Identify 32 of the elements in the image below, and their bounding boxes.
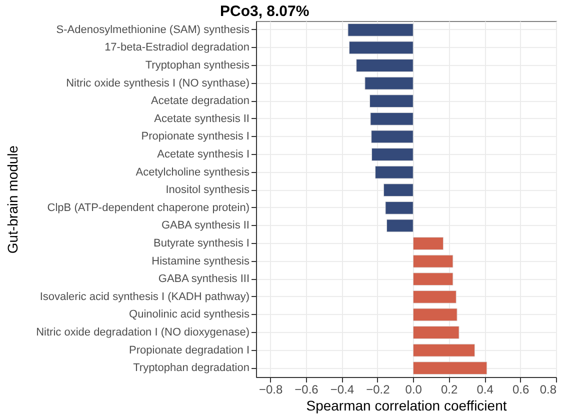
y-tick-label: GABA synthesis II	[161, 220, 250, 232]
x-tick-label: −0.2	[366, 382, 390, 396]
y-tick-label: Isovaleric acid synthesis I (KADH pathway)	[40, 290, 250, 303]
y-tick-label: ClpB (ATP-dependent chaperone protein)	[47, 202, 250, 214]
x-tick-label: 0.4	[476, 382, 494, 396]
x-tick-label: −0.8	[258, 382, 283, 396]
y-tick-label: Quinolinic acid synthesis	[129, 308, 250, 321]
x-tick-label: 0.6	[512, 382, 530, 396]
y-tick-label: Acetate synthesis I	[157, 148, 250, 160]
x-tick-label: 0.2	[441, 382, 458, 396]
y-tick-label: Acetate synthesis II	[154, 112, 250, 125]
x-tick-label: −0.6	[294, 382, 319, 396]
y-tick-label: Acetate degradation	[151, 95, 250, 108]
x-tick-label: 0.8	[540, 382, 557, 396]
y-tick-label: Propionate synthesis I	[141, 130, 250, 143]
x-axis-title: Spearman correlation coefficient	[306, 398, 507, 414]
y-tick-label: Nitric oxide degradation I (NO dioxygenase)	[36, 326, 250, 338]
y-tick-label: Tryptophan degradation	[133, 362, 250, 374]
y-tick-label: Propionate degradation I	[129, 344, 250, 356]
y-tick-label: Tryptophan synthesis	[145, 60, 250, 72]
y-tick-label: Acetylcholine synthesis	[136, 166, 250, 178]
y-tick-label: Inositol synthesis	[166, 184, 250, 196]
y-tick-label: 17-beta-Estradiol degradation	[104, 42, 250, 54]
chart-title: PCo3, 8.07%	[220, 3, 310, 20]
y-axis-title: Gut-brain module	[4, 145, 20, 254]
y-tick-label: Histamine synthesis	[152, 255, 250, 268]
y-tick-label: Nitric oxide synthesis I (NO synthase)	[66, 77, 250, 90]
y-tick-label: GABA synthesis III	[158, 273, 250, 286]
x-tick-label: −0.4	[330, 382, 354, 396]
x-tick-label: 0.0	[405, 382, 422, 396]
y-tick-label: S-Adenosylmethionine (SAM) synthesis	[56, 24, 250, 36]
y-tick-label: Butyrate synthesis I	[154, 238, 250, 250]
